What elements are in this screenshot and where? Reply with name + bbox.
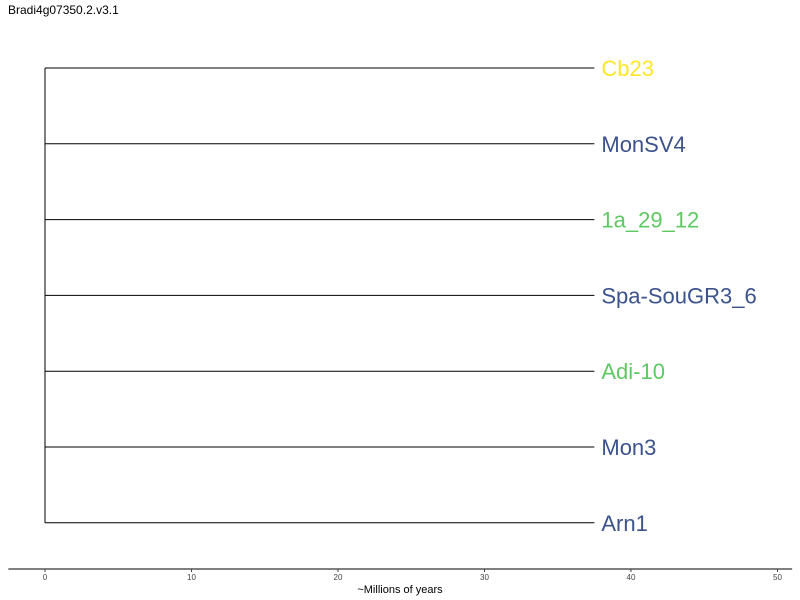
x-tick-label: 50 — [773, 573, 782, 582]
leaf-label: Arn1 — [601, 511, 647, 536]
x-axis-title: ~Millions of years — [357, 584, 443, 596]
leaf-label: Cb23 — [601, 56, 654, 81]
leaf-label: Spa-SouGR3_6 — [601, 283, 756, 308]
x-tick-label: 20 — [334, 573, 343, 582]
time-axis: 0 10 20 30 40 50 ~Millions of years — [8, 568, 793, 596]
leaf-labels: Cb23 MonSV4 1a_29_12 Spa-SouGR3_6 Adi-10 Mon3… — [601, 56, 756, 536]
x-tick-label: 0 — [43, 573, 48, 582]
leaf-label: 1a_29_12 — [601, 208, 699, 233]
leaf-label: Mon3 — [601, 435, 656, 460]
x-tick-label: 10 — [187, 573, 196, 582]
x-tick-label: 30 — [480, 573, 489, 582]
tree-branches — [44, 67, 595, 524]
leaf-label: Adi-10 — [601, 359, 665, 384]
tree-title: Bradi4g07350.2.v3.1 — [8, 3, 119, 17]
x-tick-label: 40 — [627, 573, 636, 582]
leaf-label: MonSV4 — [601, 132, 685, 157]
